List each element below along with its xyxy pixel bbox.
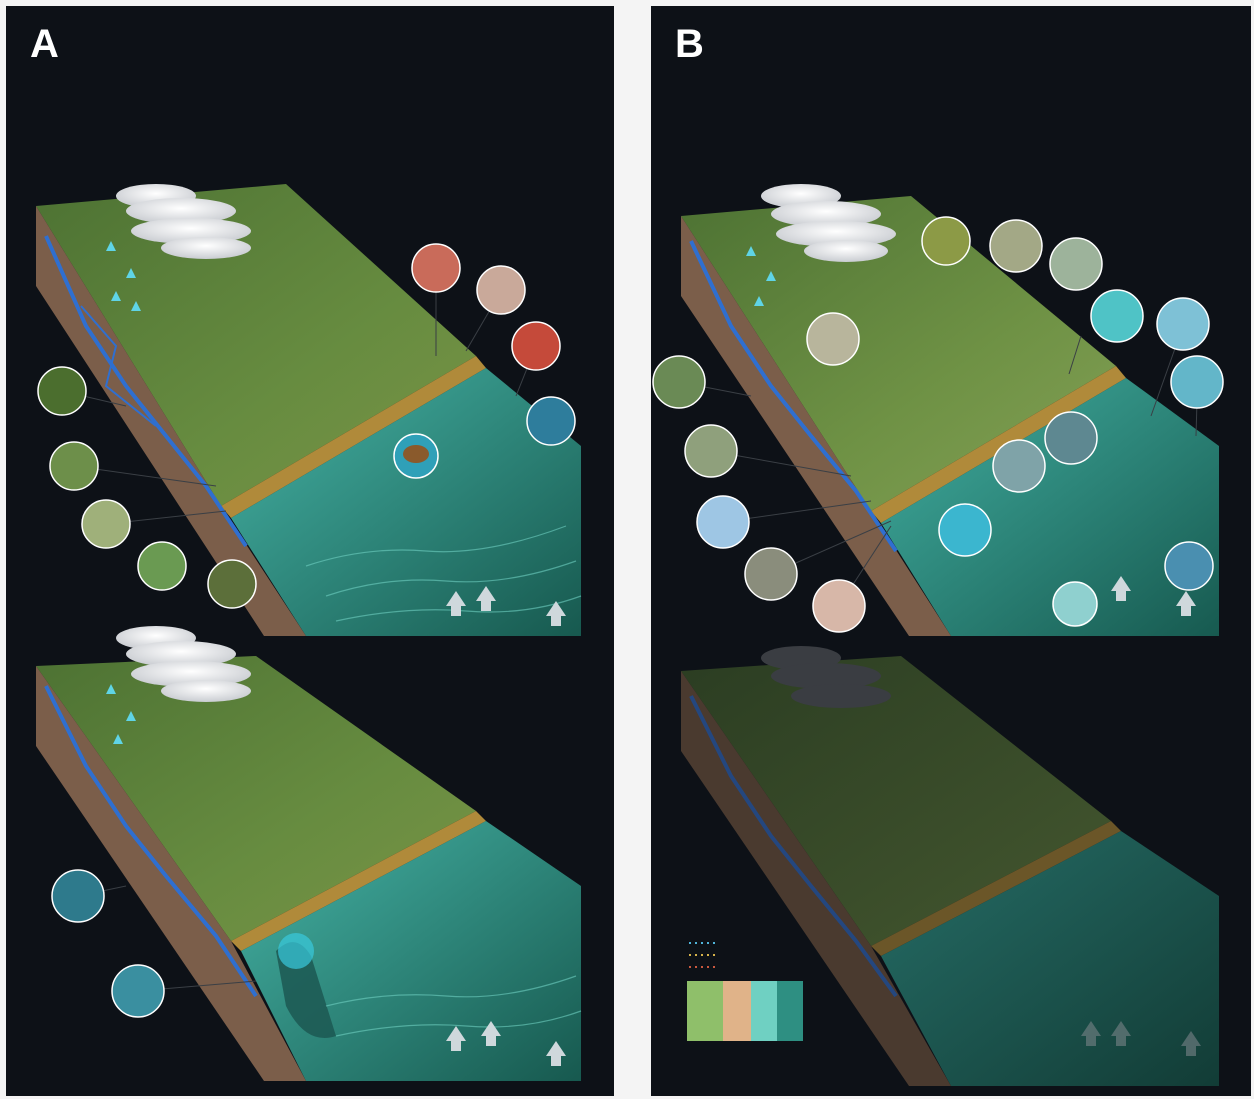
panel-b: B	[651, 6, 1251, 1096]
land-use-photo-resort	[992, 439, 1046, 493]
land-use-photo-port	[1044, 411, 1098, 465]
block-a-top	[36, 184, 582, 636]
groundwater-flow	[44, 235, 248, 548]
beach-strip	[871, 821, 1121, 956]
rain	[106, 684, 136, 744]
legend-zone-strip	[687, 981, 803, 1041]
land-use-photo-houses	[684, 424, 738, 478]
turtle-shell	[403, 445, 429, 463]
land-use-photo-aerial	[1049, 237, 1103, 291]
land-use-photo-island	[938, 503, 992, 557]
panel-b-scene	[652, 184, 1224, 1086]
habitat-photo-reeds	[137, 541, 187, 591]
groundwater-flow	[689, 240, 898, 553]
land-surface	[681, 656, 1111, 946]
land-use-photo-ship	[1156, 297, 1210, 351]
block-b-bottom	[681, 646, 1219, 1086]
habitat-photo-fish	[526, 396, 576, 446]
current-arrows	[446, 586, 566, 626]
cloud	[116, 626, 251, 702]
rain	[746, 246, 776, 306]
land-use-photo-boat	[1052, 581, 1098, 627]
land-use-photo-village	[652, 355, 706, 409]
panel-a-scene	[36, 184, 582, 1081]
groundwater-photo-sediment	[111, 964, 165, 1018]
land-surface	[36, 184, 476, 506]
beach-strip	[231, 811, 486, 951]
block-b-top	[652, 184, 1224, 636]
sea-surface	[881, 831, 1219, 1086]
current-arrows	[1111, 576, 1196, 616]
land-use-photo-farm	[921, 216, 971, 266]
waves	[305, 525, 582, 622]
land-use-photo-platform	[1164, 541, 1214, 591]
cloud	[761, 184, 896, 262]
beach-strip	[871, 366, 1126, 523]
groundwater-photo-roots	[51, 869, 105, 923]
sea-surface	[231, 368, 581, 636]
current-arrows	[1081, 1021, 1201, 1056]
panel-a: A	[6, 6, 614, 1096]
groundwater-flow	[689, 695, 898, 998]
habitat-photo-shrub	[81, 499, 131, 549]
discharge-highlight	[278, 933, 314, 969]
land-surface	[681, 196, 1116, 511]
habitat-photo-coral	[411, 243, 461, 293]
groundwater-flow	[44, 685, 258, 998]
habitat-photo-anemone	[511, 321, 561, 371]
block-a-bottom	[36, 626, 582, 1081]
beach-strip	[221, 356, 486, 518]
cloud	[761, 646, 891, 708]
land-use-photo-offshore	[1170, 355, 1224, 409]
soil-profile	[36, 666, 306, 1081]
land-use-photo-ponds	[1090, 289, 1144, 343]
soil-profile	[681, 671, 951, 1086]
groundwater-branch	[80, 305, 157, 427]
land-use-photo-wind	[696, 495, 750, 549]
land-surface	[36, 656, 476, 941]
land-use-photo-town	[744, 547, 798, 601]
habitat-photo-reef	[476, 265, 526, 315]
waves	[325, 975, 582, 1037]
cloud	[116, 184, 251, 259]
land-use-photo-field	[989, 219, 1043, 273]
rain	[106, 241, 141, 311]
land-use-photo-building	[806, 312, 860, 366]
land-use-photo-beach	[812, 579, 866, 633]
panel-b-label: B	[675, 22, 704, 66]
current-arrows	[446, 1021, 566, 1066]
panel-a-label: A	[30, 22, 59, 66]
sea-surface	[881, 378, 1219, 636]
habitat-photo-tree	[49, 441, 99, 491]
habitat-photo-flowers	[207, 559, 257, 609]
legend	[687, 942, 803, 1041]
habitat-photo-forest	[37, 366, 87, 416]
